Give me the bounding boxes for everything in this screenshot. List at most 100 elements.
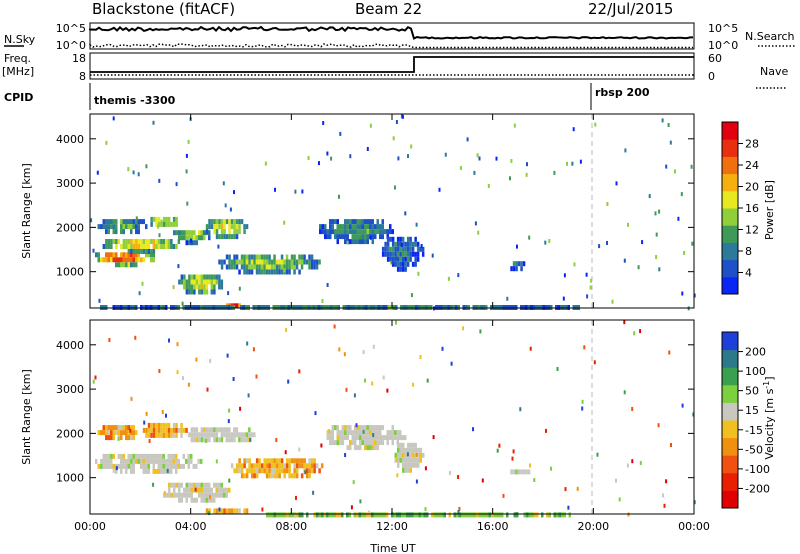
velocity-cell bbox=[208, 487, 211, 493]
velocity-cell bbox=[556, 512, 559, 518]
velocity-cell bbox=[205, 508, 209, 514]
velocity-cell bbox=[402, 447, 405, 453]
velocity-cell bbox=[553, 512, 556, 518]
velocity-cell bbox=[152, 432, 156, 438]
velocity-cell bbox=[633, 331, 636, 336]
velocity-cell bbox=[147, 432, 151, 438]
power-cell bbox=[218, 274, 221, 280]
power-cell bbox=[188, 230, 191, 236]
velocity-cell bbox=[417, 457, 420, 463]
velocity-cell bbox=[238, 458, 241, 464]
power-cell bbox=[195, 279, 199, 285]
velocity-cell bbox=[391, 425, 394, 431]
power-cell bbox=[141, 281, 144, 286]
velocity-cell bbox=[180, 427, 183, 433]
velocity-cell bbox=[233, 427, 236, 433]
velocity-cell bbox=[399, 430, 402, 436]
power-cell bbox=[409, 236, 412, 242]
velocity-cell bbox=[250, 468, 254, 474]
power-cell bbox=[120, 262, 123, 268]
velocity-cell bbox=[327, 429, 330, 434]
velocity-cell bbox=[398, 512, 401, 518]
velocity-cell bbox=[404, 457, 407, 463]
nsearch-tick-bottom: 10^0 bbox=[708, 39, 738, 52]
velocity-cell bbox=[200, 492, 203, 498]
velocity-cell bbox=[107, 463, 110, 469]
velocity-cell bbox=[240, 437, 244, 443]
power-cell bbox=[130, 239, 133, 244]
velocity-cell bbox=[548, 512, 551, 518]
power-cell bbox=[188, 240, 191, 246]
power-cell bbox=[245, 224, 249, 230]
velocity-cell bbox=[233, 432, 236, 438]
power-cell bbox=[112, 257, 115, 263]
velocity-cell bbox=[213, 492, 216, 498]
velocity-cell bbox=[512, 449, 515, 454]
power-cell bbox=[270, 259, 274, 265]
power-cell bbox=[313, 259, 316, 265]
velocity-cell bbox=[160, 453, 163, 459]
power-cell bbox=[351, 234, 354, 240]
power-cell bbox=[233, 264, 236, 270]
power-cell bbox=[356, 229, 359, 235]
power-cell bbox=[506, 296, 509, 301]
velocity-cell bbox=[371, 430, 374, 436]
power-cell bbox=[351, 224, 354, 230]
power-cell bbox=[376, 224, 379, 230]
power-cell bbox=[394, 185, 396, 190]
velocity-cell bbox=[339, 440, 342, 446]
velocity-cell bbox=[417, 452, 420, 458]
velocity-cell bbox=[344, 453, 347, 457]
velocity-cell bbox=[235, 463, 239, 469]
velocity-cell bbox=[419, 447, 422, 453]
velocity-cell bbox=[359, 435, 362, 441]
power-cell bbox=[183, 284, 186, 290]
power-cell bbox=[349, 219, 352, 225]
power-cell bbox=[421, 251, 425, 257]
power-cell bbox=[172, 221, 176, 227]
velocity-cell bbox=[145, 411, 148, 416]
x-tick-label: 00:00 bbox=[74, 520, 106, 533]
power-cell bbox=[466, 137, 469, 142]
velocity-cell bbox=[372, 433, 375, 438]
power-cell bbox=[112, 252, 115, 258]
velocity-cell bbox=[112, 435, 115, 441]
power-cell bbox=[200, 274, 204, 280]
power-cell bbox=[326, 229, 329, 235]
power-cell bbox=[322, 121, 325, 125]
velocity-cell bbox=[496, 512, 499, 518]
velocity-colorbar-tick-label: -50 bbox=[745, 443, 763, 456]
power-cell bbox=[250, 259, 254, 265]
power-cell bbox=[349, 154, 352, 159]
velocity-cell bbox=[152, 458, 155, 464]
power-cell bbox=[223, 259, 226, 265]
power-cell bbox=[230, 224, 234, 230]
power-cell bbox=[329, 224, 332, 230]
power-cell bbox=[120, 257, 123, 263]
velocity-cell bbox=[155, 422, 158, 428]
velocity-cell bbox=[177, 427, 181, 433]
power-cell bbox=[218, 234, 221, 240]
velocity-cell bbox=[623, 390, 626, 395]
power-cell bbox=[155, 216, 158, 222]
velocity-cell bbox=[150, 427, 153, 433]
power-cell bbox=[190, 279, 194, 285]
power-cell bbox=[200, 235, 203, 241]
velocity-cell bbox=[243, 432, 246, 438]
power-cell bbox=[386, 234, 389, 240]
power-cell bbox=[172, 285, 175, 290]
velocity-cell bbox=[228, 432, 231, 438]
velocity-cell bbox=[323, 512, 326, 518]
velocity-cell bbox=[200, 432, 204, 438]
power-cell bbox=[210, 224, 214, 230]
velocity-cell bbox=[639, 329, 642, 334]
velocity-cell bbox=[218, 437, 221, 443]
velocity-cell bbox=[275, 438, 278, 442]
velocity-cell bbox=[366, 425, 369, 431]
power-cell bbox=[334, 234, 337, 240]
power-cell bbox=[127, 224, 130, 230]
power-cell bbox=[115, 244, 118, 249]
velocity-cell bbox=[412, 382, 415, 387]
velocity-cell bbox=[210, 427, 214, 433]
power-cell bbox=[513, 123, 516, 128]
